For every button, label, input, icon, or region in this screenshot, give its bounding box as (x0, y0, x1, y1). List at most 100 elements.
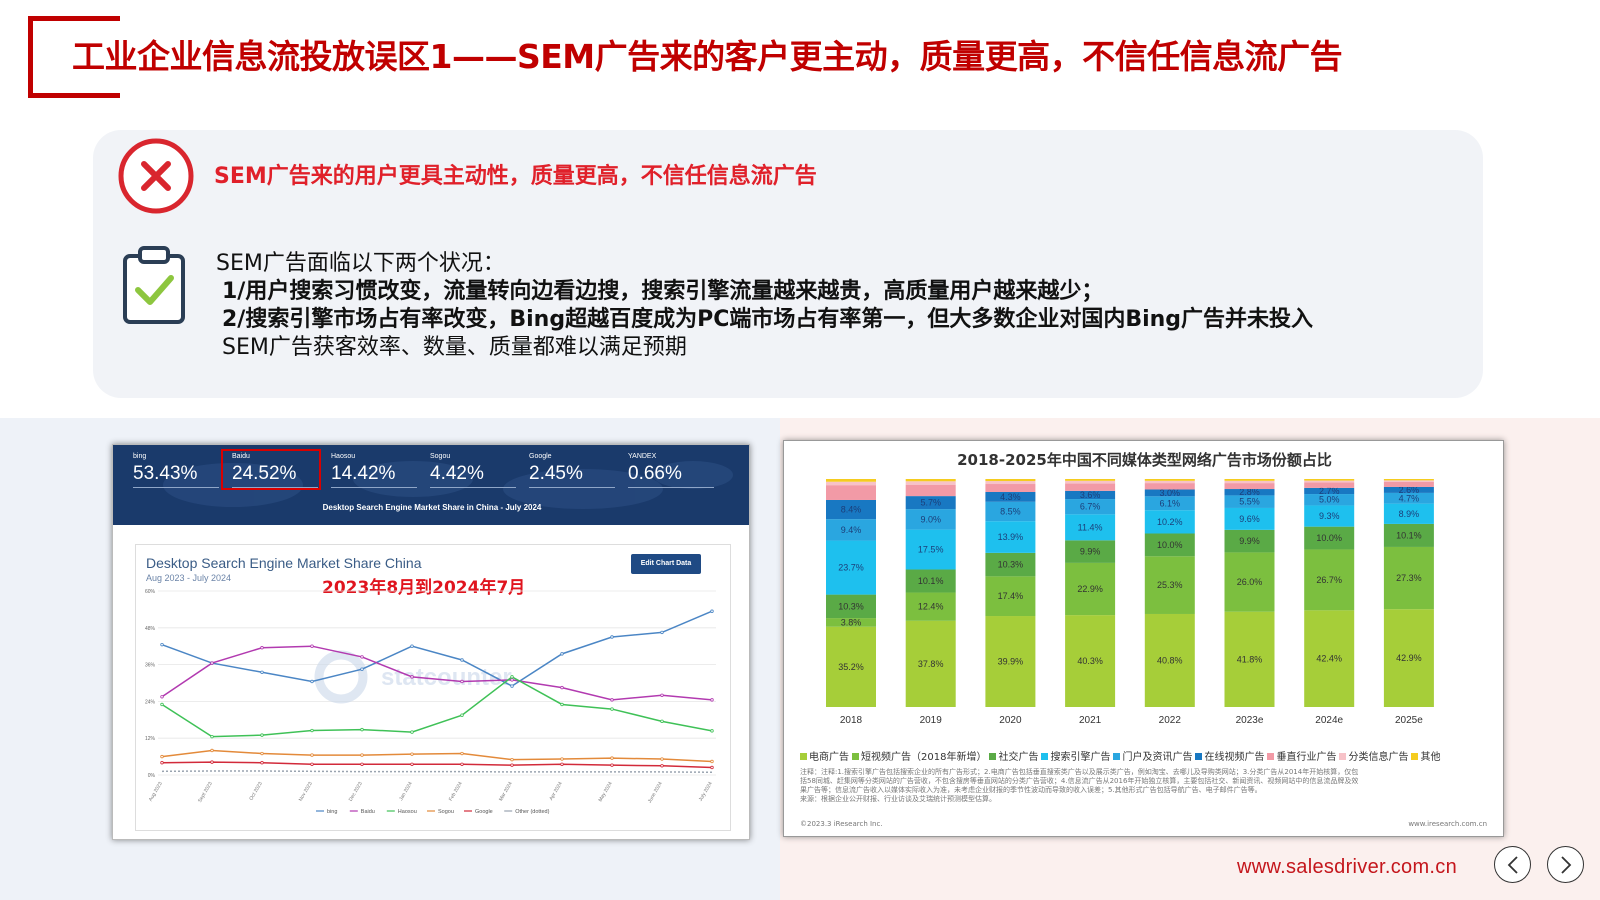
legend-item: 电商广告 (800, 752, 849, 763)
legend-label: 在线视频广告 (1204, 752, 1265, 763)
legend-swatch (1267, 753, 1275, 760)
bar-segment (985, 479, 1036, 482)
bar-segment (985, 616, 1036, 707)
next-slide-button[interactable] (1547, 846, 1584, 883)
x-tick-label: Dec 2023 (348, 781, 364, 803)
bar-segment (826, 485, 876, 500)
bar-segment (985, 481, 1036, 485)
footer-website[interactable]: www.salesdriver.com.cn (1237, 856, 1457, 878)
x-tick-label: 2019 (920, 715, 943, 726)
legend-swatch (989, 753, 997, 760)
mistake-statement: SEM广告来的用户更具主动性，质量更高，不信任信息流广告 (214, 164, 817, 189)
bar-value-label: 17.5% (918, 545, 944, 555)
prev-slide-button[interactable] (1494, 846, 1531, 883)
bar-value-label: 23.7% (838, 563, 864, 573)
data-point (560, 702, 564, 707)
bar-segment (1065, 499, 1116, 515)
tab-name: YANDEX (628, 453, 657, 460)
data-point (660, 630, 664, 635)
bar-segment (826, 481, 876, 486)
bar-segment (1383, 492, 1434, 504)
data-point (710, 765, 714, 770)
x-tick-label: Oct 2023 (248, 781, 263, 802)
line-chart-title: Desktop Search Engine Market Share China (146, 555, 422, 571)
data-point (310, 644, 314, 648)
bar-segment (905, 592, 956, 621)
statcounter-header: bing 53.43% Baidu 24.52% Haosou 14.42% S… (113, 445, 749, 525)
bar-value-label: 10.3% (838, 601, 864, 611)
bar-segment (826, 519, 876, 541)
data-point (460, 679, 464, 684)
legend-label: Haosou (398, 809, 417, 815)
bar-segment (1304, 549, 1355, 611)
data-point (160, 761, 164, 765)
x-tick-label: 2018 (840, 715, 863, 726)
body-text: SEM广告面临以下两个状况： 1/用户搜索习惯改变，流量转向边看边搜，搜索引擎流… (216, 250, 1313, 362)
bar-segment (905, 484, 956, 497)
error-x-icon (118, 138, 194, 214)
data-point (710, 698, 714, 702)
data-point (360, 762, 364, 766)
legend-item: 分类信息广告 (1339, 752, 1408, 763)
slide-title: 工业企业信息流投放误区1——SEM广告来的客户更主动，质量更高，不信任信息流广告 (72, 37, 1343, 76)
bar-segment (1383, 481, 1434, 487)
legend-item: 社交广告 (989, 752, 1038, 763)
bar-segment (905, 569, 956, 593)
bar-value-label: 10.1% (1396, 530, 1422, 540)
footnote-line: 注释：注释:1.搜索引擎广告包括搜索企业的所有广告形式；2.电商广告包括垂直搜索… (800, 768, 1359, 776)
y-tick-label: 48% (145, 626, 156, 632)
bar-segment (1304, 505, 1355, 527)
bar-value-label: 4.7% (1399, 493, 1420, 503)
legend-label: 垂直行业广告 (1276, 752, 1337, 763)
x-tick-label: Apr 2024 (548, 781, 563, 802)
bar-value-label: 26.0% (1237, 577, 1263, 587)
legend-label: 分类信息广告 (1348, 752, 1409, 763)
bar-value-label: 8.5% (1000, 506, 1021, 516)
data-point (410, 752, 414, 756)
x-tick-label: 2020 (999, 715, 1022, 726)
series-line (161, 749, 713, 763)
data-point (260, 733, 264, 737)
bar-segment (1304, 482, 1355, 488)
x-tick-label: 2021 (1079, 715, 1102, 726)
date-range-annotation: 2023年8月到2024年7月 (322, 578, 526, 598)
tab-name: Baidu (232, 453, 250, 460)
bar-segment (1144, 480, 1195, 484)
legend-swatch (1411, 753, 1419, 760)
iresearch-image: 2018-2025年中国不同媒体类型网络广告市场份额占比 35.2% 3.8% 10… (783, 440, 1504, 837)
bar-segment (1304, 610, 1355, 707)
legend-label: Baidu (361, 809, 375, 815)
bar-value-label: 10.0% (1316, 533, 1342, 543)
chevron-right-icon (1561, 856, 1572, 874)
bar-value-label: 4.3% (1000, 492, 1021, 502)
bar-segment (1224, 552, 1275, 612)
bar-segment (1224, 611, 1275, 707)
footnote-line: 果广告等；信息流广告收入以媒体实际收入为准，未考虑企业财报的季节性波动而导致的收… (800, 786, 1262, 794)
data-point (510, 675, 514, 679)
legend-label: 其他 (1420, 752, 1441, 763)
legend-swatch (1195, 753, 1203, 760)
legend-label: 搜索引擎广告 (1050, 752, 1111, 763)
bar-value-label: 37.8% (918, 659, 944, 669)
bar-value-label: 17.4% (998, 591, 1024, 601)
data-point (710, 729, 714, 733)
data-point (210, 734, 214, 739)
bar-value-label: 2.7% (1319, 486, 1340, 496)
x-tick-label: 2024e (1315, 715, 1343, 726)
data-point (560, 652, 564, 656)
edit-chart-data-button[interactable]: Edit Chart Data (631, 554, 701, 574)
x-tick-label: Nov 2023 (298, 781, 314, 803)
legend-item: 垂直行业广告 (1267, 752, 1336, 763)
data-point (160, 695, 164, 699)
bar-value-label: 35.2% (838, 662, 864, 672)
bar-segment (1304, 494, 1355, 506)
legend-item: 其他 (1411, 752, 1440, 763)
bar-value-label: 26.7% (1316, 575, 1342, 585)
footnote-source: 来源：根据企业公开财报、行业访谈及艾瑞统计预测模型估算。 (800, 795, 996, 803)
data-point (410, 675, 414, 679)
data-point (510, 678, 514, 682)
data-point (560, 685, 564, 690)
bar-segment (985, 576, 1036, 617)
data-point (310, 753, 314, 757)
tab-haosou: Haosou 14.42% (331, 453, 417, 488)
